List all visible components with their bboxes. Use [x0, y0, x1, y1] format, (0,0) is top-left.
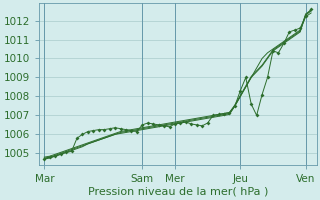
X-axis label: Pression niveau de la mer( hPa ): Pression niveau de la mer( hPa ) [87, 187, 268, 197]
